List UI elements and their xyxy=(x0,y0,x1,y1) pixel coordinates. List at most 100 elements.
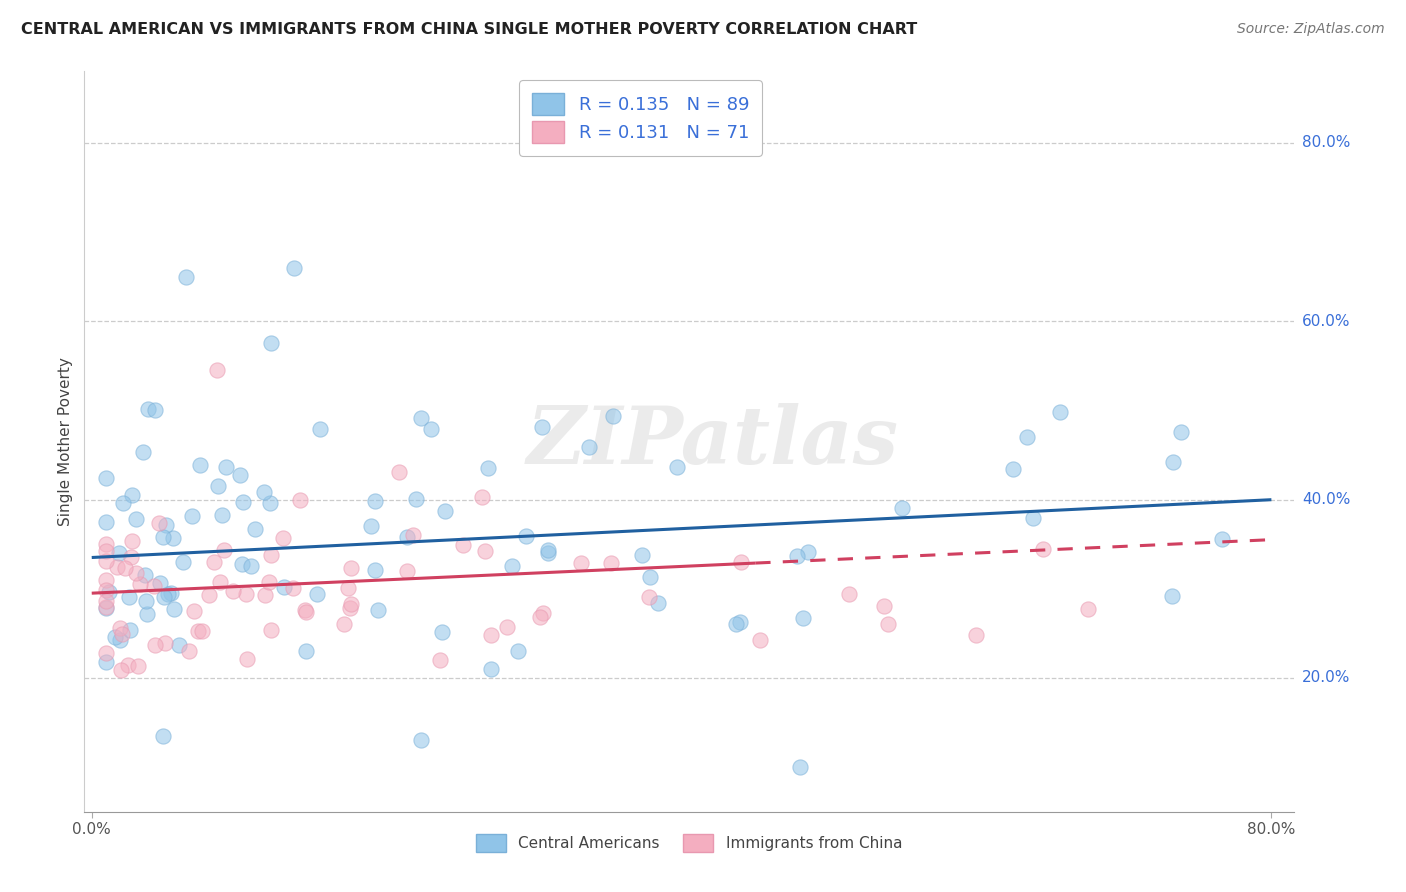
Point xyxy=(333,617,356,632)
Point xyxy=(283,260,305,275)
Point xyxy=(134,568,156,582)
Text: 60.0%: 60.0% xyxy=(1302,314,1350,328)
Text: Source: ZipAtlas.com: Source: ZipAtlas.com xyxy=(1237,22,1385,37)
Point xyxy=(162,531,184,545)
Point xyxy=(104,630,127,644)
Point xyxy=(253,589,276,603)
Point xyxy=(792,610,814,624)
Point xyxy=(281,581,304,595)
Point xyxy=(479,662,502,676)
Legend: Central Americans, Immigrants from China: Central Americans, Immigrants from China xyxy=(468,827,910,860)
Point xyxy=(188,458,211,472)
Point xyxy=(530,419,553,434)
Point xyxy=(602,409,624,423)
Point xyxy=(786,549,808,563)
Point xyxy=(253,484,276,499)
Point xyxy=(495,620,517,634)
Point xyxy=(506,644,529,658)
Point xyxy=(578,440,600,454)
Point xyxy=(531,607,554,621)
Point xyxy=(1032,542,1054,557)
Point xyxy=(232,495,254,509)
Point xyxy=(143,579,166,593)
Point xyxy=(152,729,174,743)
Point xyxy=(419,422,441,436)
Point xyxy=(96,655,118,669)
Point xyxy=(364,493,387,508)
Point xyxy=(96,471,118,485)
Point xyxy=(117,657,139,672)
Text: 20.0%: 20.0% xyxy=(1302,671,1350,685)
Text: CENTRAL AMERICAN VS IMMIGRANTS FROM CHINA SINGLE MOTHER POVERTY CORRELATION CHAR: CENTRAL AMERICAN VS IMMIGRANTS FROM CHIN… xyxy=(21,22,917,37)
Point xyxy=(429,653,451,667)
Point xyxy=(295,605,318,619)
Point xyxy=(125,566,148,580)
Point xyxy=(153,590,176,604)
Point xyxy=(529,610,551,624)
Point xyxy=(149,575,172,590)
Point xyxy=(411,733,433,747)
Point xyxy=(117,591,139,605)
Point xyxy=(471,490,494,504)
Point xyxy=(730,555,752,569)
Point xyxy=(128,577,150,591)
Point xyxy=(108,633,131,648)
Point xyxy=(198,588,221,602)
Point xyxy=(479,627,502,641)
Point xyxy=(187,624,209,638)
Point xyxy=(136,402,159,417)
Point xyxy=(96,554,118,568)
Point xyxy=(212,543,235,558)
Point xyxy=(97,585,120,599)
Point xyxy=(181,508,204,523)
Point xyxy=(838,587,860,601)
Point xyxy=(631,548,654,562)
Point xyxy=(96,516,118,530)
Point xyxy=(637,590,659,604)
Point xyxy=(107,546,129,560)
Point xyxy=(728,615,751,629)
Point xyxy=(1170,425,1192,439)
Point xyxy=(127,659,149,673)
Point xyxy=(96,646,118,660)
Point xyxy=(273,580,295,594)
Point xyxy=(724,617,747,632)
Point xyxy=(260,623,283,637)
Point xyxy=(259,496,281,510)
Point xyxy=(271,531,294,545)
Point xyxy=(111,627,134,641)
Point xyxy=(155,518,177,533)
Point xyxy=(434,504,457,518)
Point xyxy=(638,569,661,583)
Point xyxy=(236,652,259,666)
Point xyxy=(96,594,118,608)
Point xyxy=(157,587,180,601)
Point xyxy=(430,625,453,640)
Point xyxy=(1211,533,1233,547)
Point xyxy=(290,492,312,507)
Point xyxy=(388,465,411,479)
Point xyxy=(257,574,280,589)
Point xyxy=(108,621,131,635)
Point xyxy=(360,518,382,533)
Point xyxy=(96,600,118,615)
Point xyxy=(789,760,811,774)
Point xyxy=(231,557,253,571)
Point xyxy=(245,522,267,536)
Point xyxy=(797,545,820,559)
Point xyxy=(215,459,238,474)
Point xyxy=(174,269,197,284)
Point xyxy=(96,583,118,598)
Point xyxy=(240,558,263,573)
Point xyxy=(205,363,228,377)
Point xyxy=(167,639,190,653)
Point xyxy=(402,528,425,542)
Point xyxy=(339,600,361,615)
Point xyxy=(395,564,418,578)
Point xyxy=(96,599,118,614)
Point xyxy=(749,633,772,648)
Point xyxy=(339,561,361,575)
Point xyxy=(114,560,136,574)
Point xyxy=(229,467,252,482)
Point xyxy=(569,557,592,571)
